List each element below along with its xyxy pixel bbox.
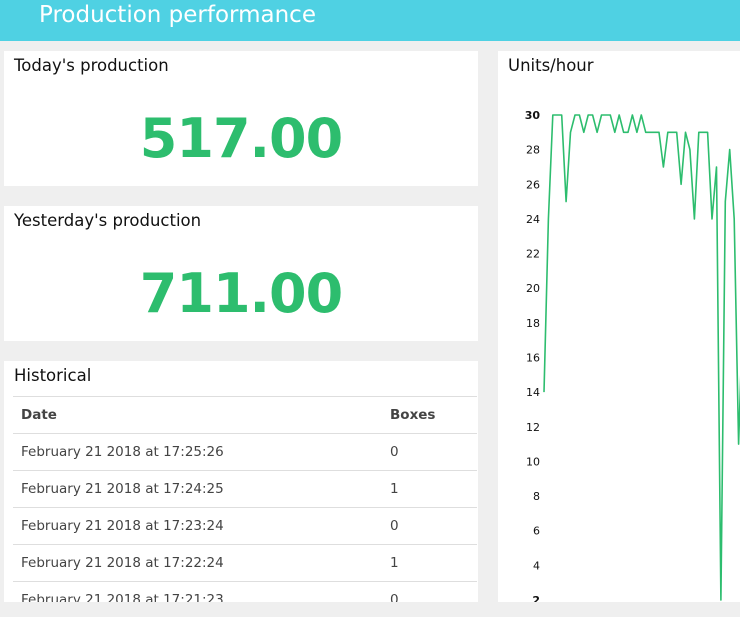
table-row: February 21 2018 at 17:22:24 1: [13, 544, 477, 582]
row-date: February 21 2018 at 17:25:26: [13, 433, 382, 471]
historical-title: Historical: [14, 366, 92, 385]
row-date: February 21 2018 at 17:23:24: [13, 507, 382, 545]
row-boxes: 0: [382, 581, 477, 602]
y-tick-label: 8: [533, 490, 540, 503]
today-production-card: Today's production 517.00: [4, 51, 478, 186]
historical-table: Date Boxes February 21 2018 at 17:25:26 …: [13, 396, 477, 602]
historical-card: Historical Date Boxes February 21 2018 a…: [4, 361, 478, 602]
row-date: February 21 2018 at 17:22:24: [13, 544, 382, 582]
row-boxes: 0: [382, 507, 477, 545]
units-hour-chart: 30 28 26 24 22 20 18 16 14 12 10 8 6 4 2: [525, 109, 740, 602]
y-tick-label: 14: [526, 386, 540, 399]
table-header-row: Date Boxes: [13, 396, 477, 434]
row-date: February 21 2018 at 17:24:25: [13, 470, 382, 508]
table-row: February 21 2018 at 17:21:23 0: [13, 581, 477, 602]
y-tick-label: 28: [526, 144, 540, 157]
yesterday-production-title: Yesterday's production: [14, 211, 202, 230]
row-date: February 21 2018 at 17:21:23: [13, 581, 382, 602]
y-tick-label: 24: [526, 213, 540, 226]
row-boxes: 0: [382, 433, 477, 471]
y-tick-label: 20: [526, 282, 540, 295]
column-header-date: Date: [13, 396, 382, 434]
today-production-title: Today's production: [14, 56, 169, 75]
column-header-boxes: Boxes: [382, 396, 477, 434]
table-row: February 21 2018 at 17:25:26 0: [13, 433, 477, 471]
page-title: Production performance: [39, 2, 316, 28]
yesterday-production-value: 711.00: [139, 262, 343, 325]
y-tick-label: 30: [525, 109, 541, 122]
units-hour-title: Units/hour: [508, 56, 594, 75]
units-series-line: [543, 114, 740, 601]
table-row: February 21 2018 at 17:24:25 1: [13, 470, 477, 508]
y-tick-label: 22: [526, 248, 540, 261]
y-tick-label: 16: [526, 352, 540, 365]
today-production-value: 517.00: [139, 107, 343, 170]
y-tick-label: 6: [533, 525, 540, 538]
y-tick-label: 12: [526, 421, 540, 434]
app-header: Production performance: [0, 0, 740, 41]
row-boxes: 1: [382, 470, 477, 508]
y-tick-label: 2: [532, 594, 540, 602]
table-row: February 21 2018 at 17:23:24 0: [13, 507, 477, 545]
yesterday-production-card: Yesterday's production 711.00: [4, 206, 478, 341]
units-hour-card: Units/hour 30 28 26 24 22 20 18 16 14 12 10 8 6 4 2: [498, 51, 740, 602]
y-tick-label: 18: [526, 317, 540, 330]
y-tick-label: 10: [526, 455, 540, 468]
y-tick-label: 4: [533, 559, 540, 572]
row-boxes: 1: [382, 544, 477, 582]
y-tick-label: 26: [526, 178, 540, 191]
